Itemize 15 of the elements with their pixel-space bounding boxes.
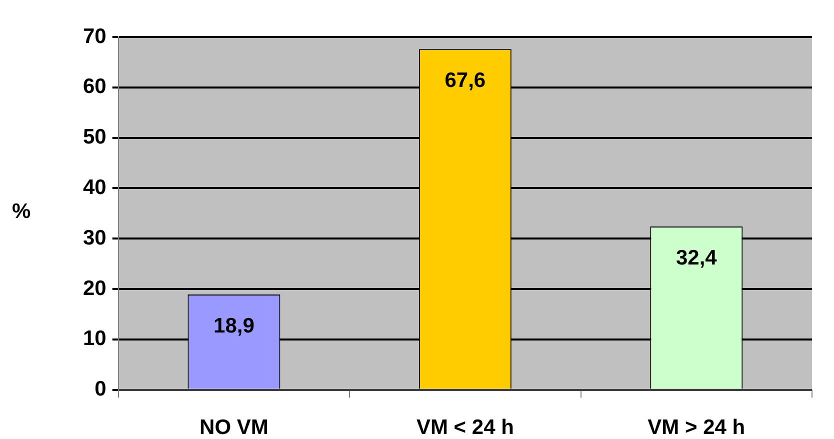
data-label: 67,6 [444, 68, 486, 92]
y-tick-label: 50 [83, 126, 106, 149]
x-tick-label: VM < 24 h [416, 416, 514, 439]
y-tick-label: 40 [83, 176, 106, 199]
y-tick-label: 10 [83, 327, 106, 350]
y-tick-label: 20 [83, 276, 106, 300]
x-tick-label: NO VM [200, 416, 268, 439]
y-tick-label: 0 [94, 378, 106, 401]
y-tick-label: 30 [83, 226, 106, 250]
y-tick-label: 70 [83, 24, 106, 48]
y-axis-title: % [12, 200, 31, 224]
data-label: 32,4 [676, 246, 718, 270]
data-label: 18,9 [214, 314, 254, 338]
y-tick-label: 60 [83, 75, 106, 98]
x-tick-label: VM > 24 h [648, 416, 746, 439]
